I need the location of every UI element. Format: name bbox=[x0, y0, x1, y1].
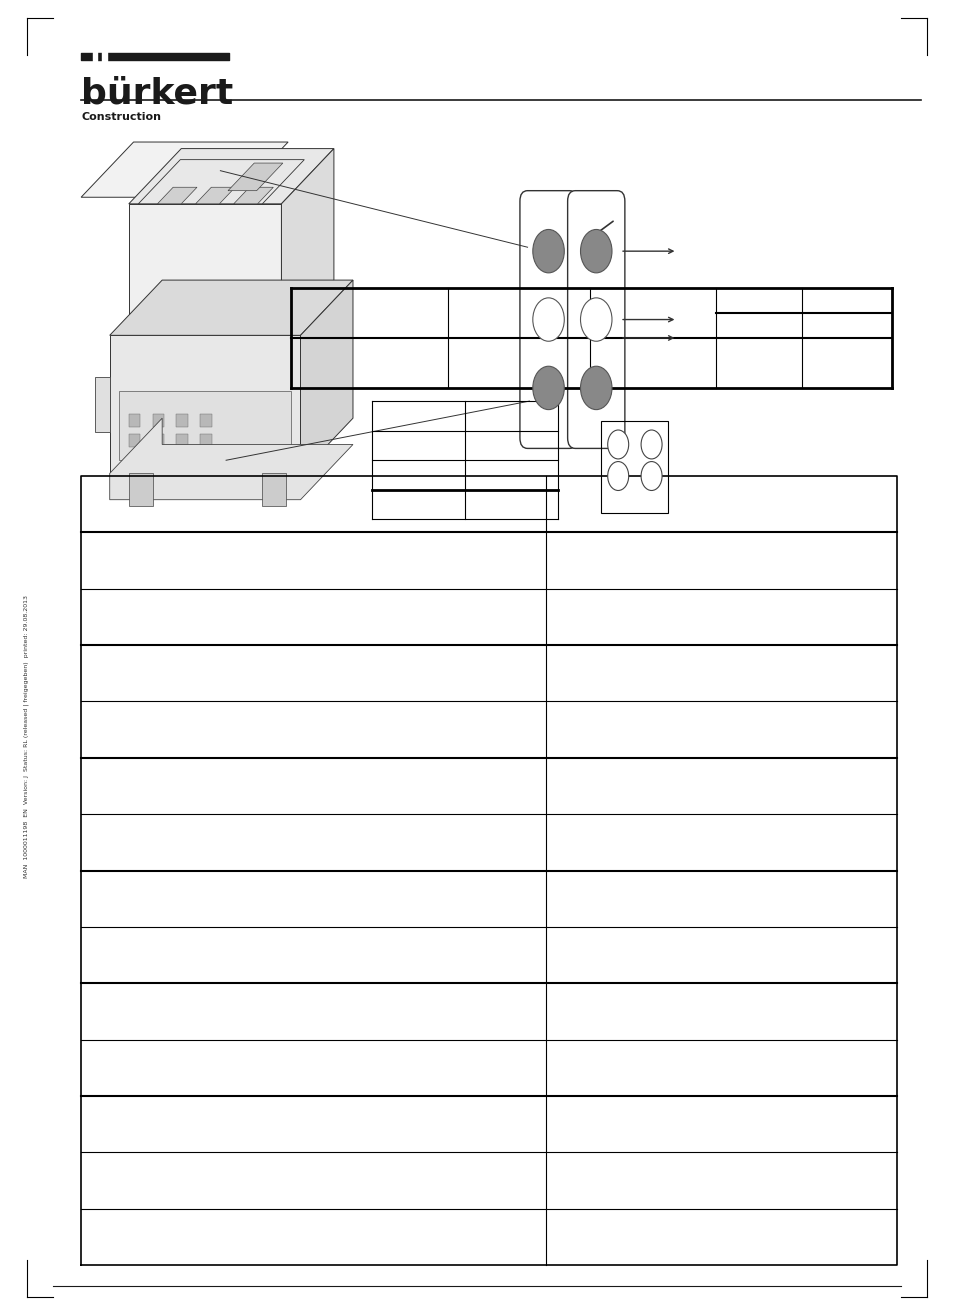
Circle shape bbox=[607, 430, 628, 459]
Bar bbox=[176, 434, 188, 447]
Circle shape bbox=[579, 299, 611, 341]
Polygon shape bbox=[129, 149, 334, 204]
Bar bbox=[176, 414, 188, 427]
Text: Construction: Construction bbox=[81, 112, 161, 122]
Bar bbox=[200, 434, 212, 447]
Polygon shape bbox=[81, 142, 288, 197]
Polygon shape bbox=[300, 280, 353, 473]
Polygon shape bbox=[157, 187, 197, 204]
Polygon shape bbox=[262, 473, 286, 506]
Circle shape bbox=[532, 299, 563, 341]
Polygon shape bbox=[233, 187, 274, 204]
Bar bbox=[200, 414, 212, 427]
Polygon shape bbox=[138, 159, 304, 204]
Polygon shape bbox=[129, 473, 152, 506]
Polygon shape bbox=[228, 163, 282, 191]
Bar bbox=[129, 414, 140, 427]
Text: MAN  1000011198  EN  Version: J  Status: RL (released | freigegeben)  printed: 2: MAN 1000011198 EN Version: J Status: RL … bbox=[24, 594, 30, 878]
Circle shape bbox=[532, 367, 563, 410]
Bar bbox=[600, 421, 667, 513]
FancyBboxPatch shape bbox=[519, 191, 577, 448]
Bar bbox=[119, 392, 291, 460]
Bar bbox=[129, 434, 140, 447]
Polygon shape bbox=[110, 335, 300, 473]
Polygon shape bbox=[95, 376, 110, 431]
Circle shape bbox=[607, 462, 628, 490]
Bar bbox=[152, 414, 164, 427]
Circle shape bbox=[579, 367, 611, 410]
Polygon shape bbox=[110, 280, 353, 335]
Polygon shape bbox=[110, 418, 353, 500]
Circle shape bbox=[532, 229, 563, 274]
FancyBboxPatch shape bbox=[567, 191, 624, 448]
Polygon shape bbox=[195, 187, 234, 204]
Bar bbox=[152, 434, 164, 447]
Circle shape bbox=[640, 462, 661, 490]
Polygon shape bbox=[129, 204, 281, 335]
Circle shape bbox=[640, 430, 661, 459]
Polygon shape bbox=[281, 149, 334, 335]
Text: bürkert: bürkert bbox=[81, 76, 233, 110]
Circle shape bbox=[579, 229, 611, 274]
